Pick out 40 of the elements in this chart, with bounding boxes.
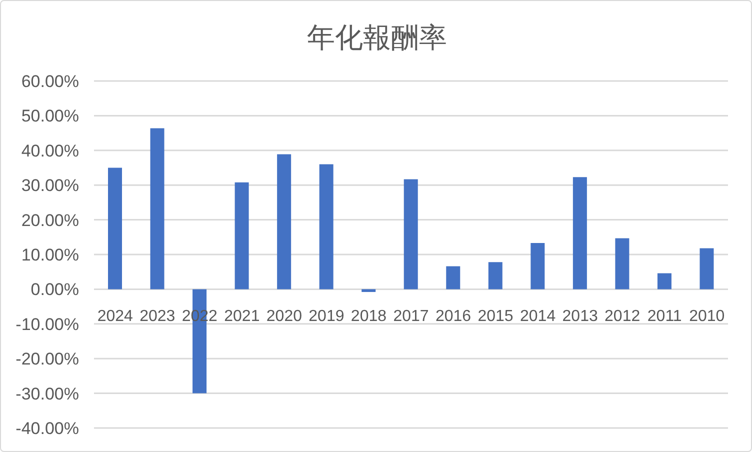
bar xyxy=(404,179,418,290)
chart-title: 年化報酬率 xyxy=(306,21,448,55)
bar xyxy=(108,168,122,290)
bar xyxy=(572,177,587,290)
x-tick-label: 2023 xyxy=(140,308,176,326)
x-tick-label: 2017 xyxy=(393,308,429,326)
y-tick-label: 60.00% xyxy=(21,72,79,92)
y-tick-label: -20.00% xyxy=(16,350,79,369)
y-tick-label: -30.00% xyxy=(16,384,79,404)
bar xyxy=(277,154,292,290)
x-tick-label: 2015 xyxy=(478,308,514,326)
x-tick-label: 2020 xyxy=(266,308,302,326)
y-tick-label: 30.00% xyxy=(21,176,79,196)
y-tick-label: 50.00% xyxy=(21,106,79,126)
y-tick-label: -40.00% xyxy=(16,419,79,438)
y-tick-label: 20.00% xyxy=(21,210,79,230)
bar xyxy=(234,182,249,290)
bar xyxy=(150,128,164,290)
bar xyxy=(446,266,460,290)
y-tick-label: 0.00% xyxy=(30,280,79,300)
bar xyxy=(657,273,672,290)
x-tick-label: 2012 xyxy=(604,308,640,326)
x-tick-label: 2013 xyxy=(562,308,598,326)
x-tick-label: 2010 xyxy=(689,308,725,326)
bar xyxy=(362,289,376,292)
bar xyxy=(700,248,714,290)
bar xyxy=(488,262,502,290)
x-tick-label: 2011 xyxy=(647,308,682,326)
y-tick-label: -10.00% xyxy=(16,314,79,334)
x-tick-label: 2024 xyxy=(97,308,134,326)
x-tick-label: 2019 xyxy=(308,308,344,326)
bar xyxy=(319,164,334,290)
y-tick-label: 40.00% xyxy=(21,141,79,160)
x-tick-label: 2018 xyxy=(350,308,387,326)
x-tick-label: 2014 xyxy=(520,308,556,326)
x-tick-label: 2016 xyxy=(435,308,472,326)
y-tick-label: 10.00% xyxy=(21,246,79,265)
x-tick-label: 2021 xyxy=(224,308,260,326)
bar xyxy=(615,238,630,290)
bar xyxy=(530,243,545,290)
